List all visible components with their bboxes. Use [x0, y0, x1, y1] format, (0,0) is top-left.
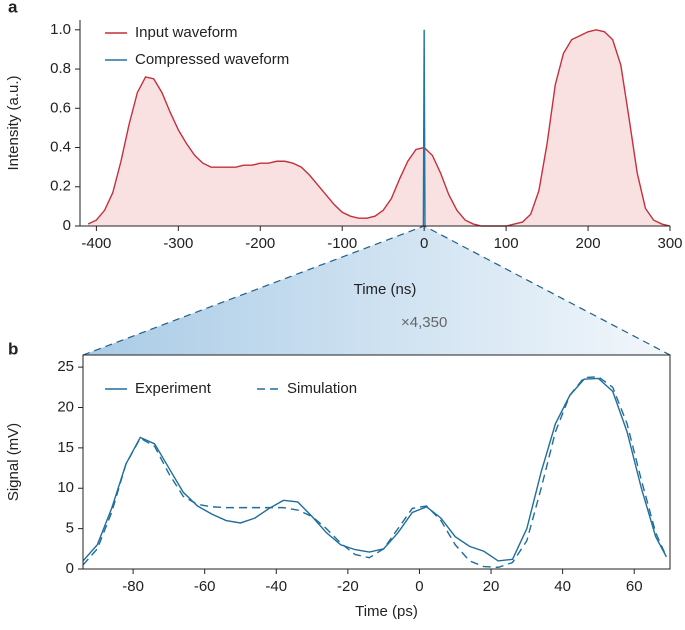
- panel-label: a: [8, 0, 18, 16]
- x-tick-label: 60: [626, 578, 643, 595]
- y-tick-label: 1.0: [50, 21, 71, 38]
- y-axis-label: Intensity (a.u.): [5, 75, 22, 170]
- line: [87, 29, 671, 227]
- x-tick-label: 20: [483, 578, 500, 595]
- x-tick-label: -40: [265, 578, 287, 595]
- y-tick-label: 0: [66, 560, 74, 577]
- x-tick-label: 0: [415, 578, 423, 595]
- x-tick-label: 40: [554, 578, 571, 595]
- x-tick-label: -400: [81, 235, 111, 252]
- x-tick-label: 300: [657, 235, 682, 252]
- plot-frame: [82, 354, 671, 570]
- legend-label: Experiment: [135, 380, 212, 397]
- x-tick-label: 0: [420, 235, 428, 252]
- x-axis-label: Time (ns): [354, 281, 417, 298]
- legend-label: Simulation: [287, 380, 357, 397]
- line: [82, 377, 668, 562]
- y-tick-label: 20: [57, 398, 74, 415]
- x-tick-label: 100: [494, 235, 519, 252]
- area: [88, 29, 670, 226]
- x-tick-label: -60: [194, 578, 216, 595]
- x-tick-label: -80: [122, 578, 144, 595]
- y-tick-label: 10: [57, 479, 74, 496]
- y-tick-label: 0.4: [50, 138, 71, 155]
- x-tick-label: -300: [163, 235, 193, 252]
- y-tick-label: 5: [66, 520, 74, 537]
- legend-label: Compressed waveform: [135, 51, 289, 68]
- y-tick-label: 0.8: [50, 60, 71, 77]
- line: [82, 376, 668, 569]
- x-tick-label: -200: [245, 235, 275, 252]
- y-tick-label: 0.6: [50, 99, 71, 116]
- annotation: ×4,350: [401, 314, 447, 331]
- y-tick-label: 25: [57, 358, 74, 375]
- y-tick-label: 0: [63, 217, 71, 234]
- y-axis-label: Signal (mV): [5, 423, 22, 501]
- x-tick-label: 200: [576, 235, 601, 252]
- legend-label: Input waveform: [135, 24, 238, 41]
- zoom-region: [83, 226, 670, 355]
- y-tick-label: 15: [57, 439, 74, 456]
- y-tick-label: 0.2: [50, 178, 71, 195]
- x-axis-label: Time (ps): [355, 603, 418, 620]
- x-tick-label: -100: [327, 235, 357, 252]
- panel-label: b: [8, 339, 18, 358]
- line: [422, 29, 426, 227]
- x-tick-label: -20: [337, 578, 359, 595]
